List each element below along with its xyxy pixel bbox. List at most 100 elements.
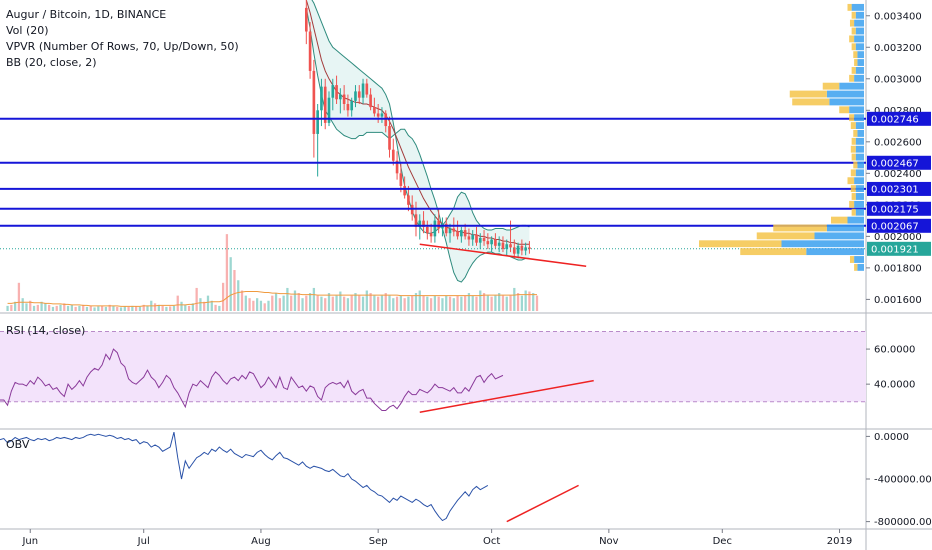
volume-bar: [433, 295, 437, 311]
volume-bar: [142, 304, 145, 311]
candle-body: [501, 242, 505, 249]
volume-bar: [316, 295, 319, 311]
volume-bar: [354, 293, 357, 311]
vpvr-up-bar: [857, 59, 864, 66]
vpvr-down-bar: [847, 177, 855, 185]
volume-bar: [248, 298, 251, 311]
volume-bar: [240, 290, 244, 311]
vpvr-up-bar: [826, 224, 864, 232]
level-price-label: 0.002175: [871, 204, 919, 215]
volume-bar: [44, 303, 47, 311]
vpvr-up-bar: [857, 130, 864, 137]
rsi-trendline: [419, 379, 594, 413]
obv-legend: OBV: [6, 438, 30, 451]
volume-bar: [464, 295, 467, 311]
volume-bar: [218, 305, 221, 311]
vpvr-up-bar: [849, 106, 864, 114]
candle-body: [482, 237, 486, 242]
volume-bar: [104, 306, 108, 311]
price-pane: 0.0016000.0018000.0020000.0022000.002400…: [0, 0, 931, 311]
candle-body: [316, 110, 319, 134]
vpvr-up-bar: [854, 256, 864, 263]
candle-body: [331, 85, 335, 98]
vpvr-down-bar: [853, 51, 858, 59]
candle-body: [414, 214, 418, 227]
volume-bar: [278, 298, 281, 311]
volume-bar: [312, 287, 316, 311]
candle-body: [429, 233, 433, 237]
vpvr-down-bar: [851, 43, 856, 51]
candle-body: [308, 31, 312, 71]
vpvr-down-bar: [849, 114, 855, 122]
volume-bar: [403, 298, 406, 311]
volume-bar: [93, 307, 96, 311]
volume-ma-line: [7, 291, 537, 307]
candle-body: [380, 113, 384, 117]
vpvr-up-bar: [855, 145, 864, 153]
volume-bar: [85, 306, 89, 311]
volume-bar: [252, 300, 255, 311]
volume-bar: [327, 293, 331, 311]
volume-bar: [233, 270, 236, 311]
bollinger-lower-line: [305, 7, 530, 283]
volume-bar: [97, 306, 100, 311]
volume-bar: [479, 290, 482, 311]
candle-body: [312, 70, 316, 134]
time-tick-label: Sep: [369, 536, 388, 547]
volume-bar: [308, 293, 312, 311]
candle-body: [490, 239, 493, 245]
volume-bar: [422, 295, 425, 311]
candle-body: [497, 242, 501, 246]
level-price-tag: [867, 218, 931, 233]
vpvr-down-bar: [839, 106, 850, 114]
volume-bar: [358, 295, 361, 311]
price-tick-label: 0.002000: [874, 232, 922, 243]
volume-bar: [191, 303, 194, 311]
rsi-band-fill: [0, 331, 866, 402]
candle-body: [456, 231, 459, 237]
volume-bar: [513, 287, 516, 311]
candle-body: [339, 94, 342, 100]
volume-bar: [187, 305, 191, 311]
volume-bar: [82, 304, 85, 311]
vpvr-up-bar: [857, 51, 864, 59]
candle-body: [350, 100, 354, 111]
vpvr-down-bar: [789, 90, 827, 98]
vpvr-up-bar: [855, 208, 864, 216]
volume-bar: [320, 296, 323, 311]
volume-bar: [21, 298, 24, 311]
volume-bar: [127, 306, 130, 311]
vpvr-down-bar: [851, 153, 856, 161]
volume-bar: [10, 304, 13, 311]
volume-bar: [70, 304, 73, 311]
vpvr-up-bar: [855, 137, 864, 145]
current-price-tag: [867, 241, 931, 256]
volume-bar: [244, 295, 247, 311]
volume-bar: [494, 295, 497, 311]
candle-body: [426, 226, 429, 234]
candle-body: [399, 173, 403, 186]
price-tick-label: 0.002800: [874, 106, 922, 117]
volume-bar: [293, 290, 297, 311]
candle-body: [516, 245, 520, 254]
level-price-label: 0.002301: [871, 184, 919, 195]
candle-body: [391, 149, 395, 161]
volume-bar: [32, 305, 36, 311]
candle-body: [528, 247, 531, 249]
volume-bar: [380, 295, 384, 311]
vpvr-up-bar: [855, 66, 864, 74]
volume-bar: [263, 303, 266, 311]
candle-body: [320, 86, 323, 111]
volume-bar: [131, 305, 134, 311]
vpvr-down-bar: [851, 137, 856, 145]
volume-bar: [448, 296, 452, 311]
volume-bar: [441, 298, 444, 311]
candle-body: [486, 241, 490, 245]
volume-bar: [138, 306, 142, 311]
volume-bar: [399, 295, 402, 311]
volume-bar: [369, 293, 372, 311]
volume-bar: [516, 293, 520, 311]
vpvr-up-bar: [855, 43, 864, 51]
volume-bar: [59, 304, 62, 311]
